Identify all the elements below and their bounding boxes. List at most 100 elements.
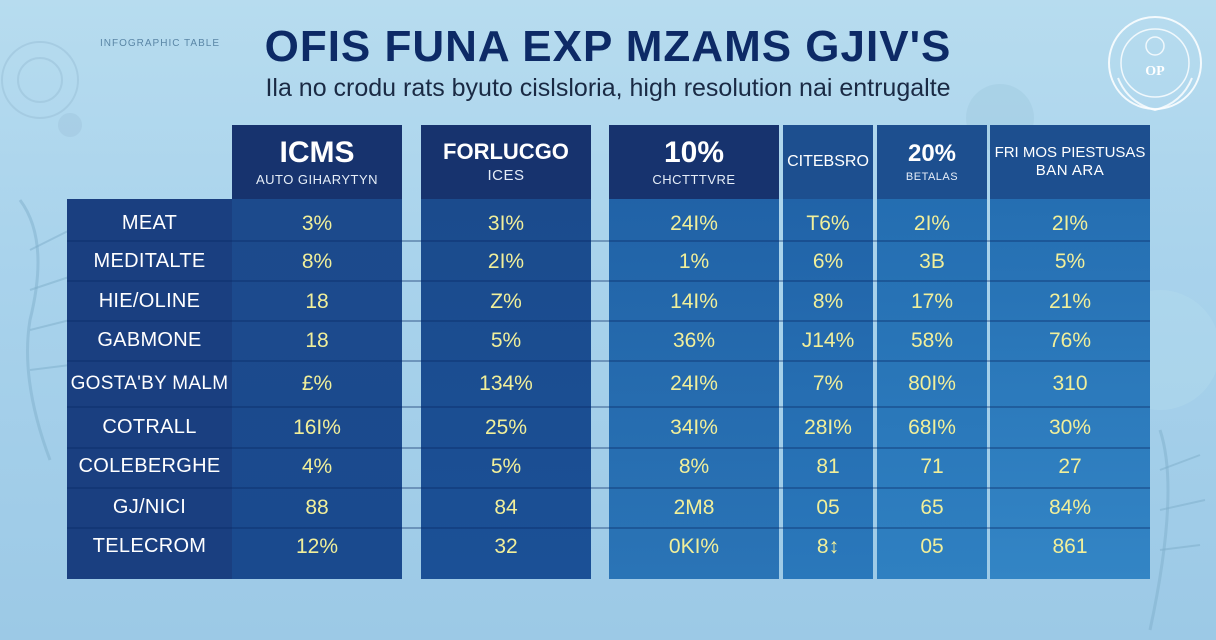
column-header-1-subtitle: AUTO GIHARYTYN [255,172,379,188]
table-cell: 16I% [293,416,341,439]
column-header-1: ICMS AUTO GIHARYTYN [232,125,402,199]
column-header-2: FORLUCGO ICES [421,125,591,199]
table-cell: 25% [484,416,528,439]
table-cell: 36% [672,329,716,352]
column-panel-1 [232,125,402,579]
table-cell: 5% [490,329,522,352]
column-header-6-title: FRI MOS PIESTUSAS [994,143,1146,161]
table-cell: 8% [812,290,844,313]
table-cell: 14I% [670,290,718,313]
table-cell: £% [301,372,333,395]
table-cell: 861 [1052,535,1088,558]
table-cell: 8↕ [816,535,840,558]
column-header-1-title: ICMS [279,135,355,169]
column-header-2-title: FORLUCGO [443,138,569,164]
row-label: COTRALL [102,416,197,438]
row-label: COLEBERGHE [78,455,221,477]
table-cell: 30% [1048,416,1092,439]
table-cell: 2I% [487,250,525,273]
row-divider [67,320,1150,322]
table-cell: 310 [1052,372,1088,395]
column-panel-4 [783,125,873,579]
row-label: TELECROM [92,535,207,557]
row-label-panel [67,199,232,579]
table-cell: 58% [910,329,954,352]
table-cell: 2I% [913,212,951,235]
row-divider [67,487,1150,489]
row-divider [67,406,1150,408]
table-cell: 5% [1054,250,1086,273]
column-header-4: CITEBSRO [783,125,873,199]
table-cell: 32 [494,535,518,558]
table-cell: 8% [678,455,710,478]
table-cell: J14% [801,329,855,352]
column-header-6: FRI MOS PIESTUSAS BAN ARA [990,125,1150,199]
column-header-3-subtitle: CHCTTTVRE [652,172,736,188]
table-cell: 3I% [487,212,525,235]
column-header-5: 20% BETALAS [877,125,987,199]
table-cell: 1% [678,250,710,273]
table-cell: 2M8 [673,496,715,519]
column-header-6-subtitle: BAN ARA [1035,162,1105,180]
column-header-3: 10% CHCTTTVRE [609,125,779,199]
table-cell: 80I% [908,372,956,395]
row-divider [67,527,1150,529]
table-cell: 5% [490,455,522,478]
row-label: HIE/OLINE [98,290,201,312]
emblem-label: OP [1145,64,1165,79]
page-subtitle: Ila no crodu rats byuto cislsloria, high… [265,74,951,102]
table-cell: 68I% [908,416,956,439]
column-header-3-title: 10% [663,135,725,169]
row-label: GJ/NICI [112,496,187,518]
table-cell: 34I% [670,416,718,439]
table-cell: 05 [816,496,840,519]
table-cell: 84% [1048,496,1092,519]
row-label: MEAT [121,212,178,234]
table-cell: 7% [812,372,844,395]
table-cell: 17% [910,290,954,313]
table-cell: Z% [490,290,522,313]
table-cell: 27 [1058,455,1082,478]
column-panel-6 [990,125,1150,579]
table-cell: 4% [301,455,333,478]
table-cell: 2I% [1051,212,1089,235]
table-cell: 05 [920,535,944,558]
table-cell: 21% [1048,290,1092,313]
table-cell: 28I% [804,416,852,439]
table-cell: 24I% [670,372,718,395]
table-cell: 6% [812,250,844,273]
table-cell: 0KI% [668,535,720,558]
table-cell: 65 [920,496,944,519]
table-cell: 24I% [670,212,718,235]
table-cell: 18 [305,290,329,313]
table-cell: 8% [301,250,333,273]
page-title: OFIS FUNA EXP MZAMS GJIV'S [264,22,952,71]
table-cell: 12% [295,535,339,558]
row-label: MEDITALTE [93,250,206,272]
emblem-icon [1108,16,1202,112]
table-cell: 3B [919,250,945,273]
table-cell: 3% [301,212,333,235]
column-header-5-subtitle: BETALAS [905,170,959,183]
table-cell: 71 [920,455,944,478]
column-panel-3 [609,125,779,579]
column-header-5-title: 20% [907,140,957,168]
column-header-4-title: CITEBSRO [787,152,869,170]
row-divider [67,447,1150,449]
table-cell: 84 [494,496,518,519]
row-divider [67,360,1150,362]
row-divider [67,240,1150,242]
column-panel-2 [421,125,591,579]
table-cell: 134% [479,372,533,395]
table-cell: 81 [816,455,840,478]
table-cell: T6% [806,212,850,235]
table-cell: 18 [305,329,329,352]
row-label: GOSTA'BY MALM [70,373,229,394]
row-divider [67,280,1150,282]
column-panel-5 [877,125,987,579]
row-label: GABMONE [97,329,202,351]
table-cell: 76% [1048,329,1092,352]
corner-caption: INFOGRAPHIC TABLE [100,38,220,49]
table-cell: 88 [305,496,329,519]
column-header-2-subtitle: ICES [487,167,525,185]
